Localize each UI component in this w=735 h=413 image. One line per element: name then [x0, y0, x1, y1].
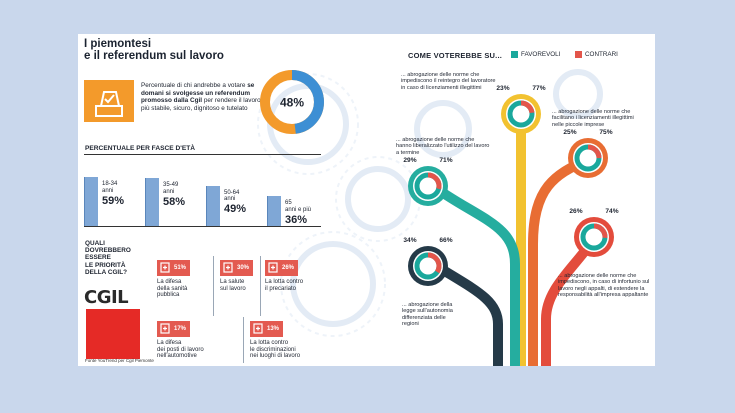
age-bar: [145, 178, 159, 226]
contrari-percent: 29%: [403, 157, 416, 164]
gear-icon: [553, 69, 603, 119]
donut-contrari: [580, 223, 608, 251]
cgil-logo-text: CGIL: [84, 287, 129, 308]
ballot-icon: [84, 80, 134, 122]
priority-label: La lotta contro le discriminazioni nei luo…: [250, 340, 301, 360]
favorevoli-percent: 77%: [532, 85, 545, 92]
cgil-logo-mark: [86, 309, 140, 359]
page-title: I piemontesi e il referendum sul lavoro: [84, 38, 224, 62]
priority-percent: 26%: [281, 265, 294, 271]
priority-icon: [160, 262, 170, 273]
legend-contrari: CONTRARI: [575, 51, 618, 58]
age-label: 50-64 anni 49%: [224, 189, 247, 216]
gear-icon: [290, 241, 376, 327]
question-text: ... abrogazione delle norme che impedisc…: [401, 72, 496, 91]
priority-percent: 17%: [173, 326, 186, 332]
question-text: ... abrogazione della legge sull'autonom…: [402, 302, 453, 327]
infographic-card: I piemontesi e il referendum sul lavoro …: [78, 34, 655, 366]
legend-swatch: [511, 51, 518, 58]
contrari-percent: 25%: [563, 129, 576, 136]
priorities-question: QUALI DOVREBBERO ESSERE LE PRIORITÀ DELLA CG…: [85, 240, 131, 276]
priority-icon: [223, 262, 233, 273]
question-text: ... abrogazione delle norme che impedisc…: [558, 273, 650, 298]
donut-contrari: [574, 144, 602, 172]
priority-label: La difesa della sanità pubblica: [157, 279, 188, 299]
priority-label: La salute sul lavoro: [220, 279, 246, 292]
favorevoli-percent: 75%: [599, 129, 612, 136]
legend-favorevoli: FAVOREVOLI: [511, 51, 560, 58]
branch-line: [541, 236, 599, 366]
priority-badge: 26%: [265, 260, 298, 276]
legend-swatch: [575, 51, 582, 58]
favorevoli-percent: 74%: [605, 208, 618, 215]
age-label: 65 anni e più 36%: [285, 200, 312, 226]
gear-icon: [414, 100, 472, 158]
branch-line: [427, 179, 520, 366]
priority-percent: 51%: [173, 265, 186, 271]
question-text: ... abrogazione delle norme che facilita…: [552, 109, 634, 128]
contrari-percent: 34%: [403, 237, 416, 244]
priority-percent: 30%: [236, 265, 249, 271]
age-bar: [206, 185, 220, 226]
gear-icon: [345, 166, 411, 232]
turnout-percent: 48%: [280, 96, 304, 110]
donut-turnout-arc: [260, 70, 324, 134]
favorevoli-percent: 71%: [439, 157, 452, 164]
age-bar: [267, 196, 281, 226]
vote-header: COME VOTEREBBE SU...: [408, 51, 503, 60]
age-label: 18-34 anni 59%: [102, 181, 125, 207]
intro-text: Percentuale di chi andrebbe a votare se …: [141, 82, 261, 112]
vote-chart: 23% 77% 25% 75% 29% 71% 26% 74% 34% 66%: [403, 85, 619, 366]
priority-label: La difesa dei posti di lavoro nell'automot…: [157, 340, 204, 360]
question-text: ... abrogazione delle norme che hanno li…: [396, 137, 490, 156]
priority-badge: 51%: [157, 260, 190, 276]
priority-badge: 17%: [157, 321, 190, 337]
priority-icon: [253, 323, 263, 334]
source-note: Fonte YouTrend per Cgil Piemonte: [85, 358, 154, 363]
favorevoli-percent: 66%: [439, 237, 452, 244]
priority-icon: [160, 323, 170, 334]
priority-icon: [268, 262, 278, 273]
age-title: PERCENTUALE PER FASCE D'ETÀ: [85, 145, 196, 152]
contrari-percent: 26%: [569, 208, 582, 215]
priority-label: La lotta contro il precariato: [265, 279, 304, 292]
turnout-donut: 48%: [260, 70, 324, 134]
age-bar: [84, 177, 98, 226]
donut-contrari: [414, 252, 442, 280]
donut-contrari: [507, 100, 535, 128]
priority-badge: 13%: [250, 321, 283, 337]
donut-contrari: [414, 172, 442, 200]
priority-percent: 13%: [266, 326, 279, 332]
contrari-percent: 23%: [496, 85, 509, 92]
priority-badge: 30%: [220, 260, 253, 276]
age-label: 35-49 anni 58%: [163, 182, 186, 208]
